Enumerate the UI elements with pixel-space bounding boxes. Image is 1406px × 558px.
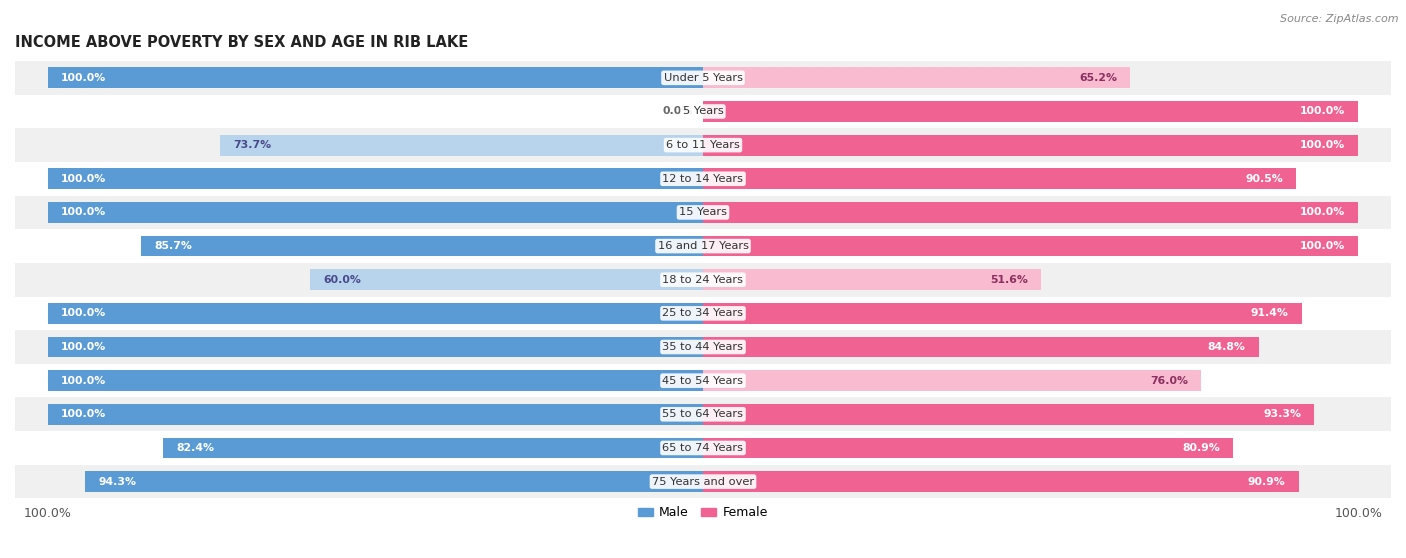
Bar [703,270,1040,290]
Bar [703,471,1299,492]
Text: 73.7%: 73.7% [233,140,271,150]
Bar [221,134,703,156]
Text: 75 Years and over: 75 Years and over [652,477,754,487]
Text: 90.5%: 90.5% [1246,174,1282,184]
Bar [15,296,1391,330]
Bar [163,437,703,458]
Text: 94.3%: 94.3% [98,477,136,487]
Bar [15,95,1391,128]
Bar [703,235,1358,257]
Bar [15,162,1391,196]
Text: 12 to 14 Years: 12 to 14 Years [662,174,744,184]
Text: 100.0%: 100.0% [60,376,105,386]
Text: 51.6%: 51.6% [990,275,1028,285]
Bar [703,303,1302,324]
Text: 91.4%: 91.4% [1251,309,1289,319]
Text: 76.0%: 76.0% [1150,376,1188,386]
Bar [86,471,703,492]
Bar [15,364,1391,397]
Bar [15,397,1391,431]
Text: 65 to 74 Years: 65 to 74 Years [662,443,744,453]
Text: 100.0%: 100.0% [60,208,105,218]
Text: 15 Years: 15 Years [679,208,727,218]
Bar [15,229,1391,263]
Bar [309,270,703,290]
Bar [48,68,703,88]
Text: Under 5 Years: Under 5 Years [664,73,742,83]
Bar [15,196,1391,229]
Text: 93.3%: 93.3% [1263,410,1301,419]
Bar [48,303,703,324]
Text: 25 to 34 Years: 25 to 34 Years [662,309,744,319]
Bar [48,202,703,223]
Text: 84.8%: 84.8% [1208,342,1246,352]
Text: INCOME ABOVE POVERTY BY SEX AND AGE IN RIB LAKE: INCOME ABOVE POVERTY BY SEX AND AGE IN R… [15,35,468,50]
Bar [703,134,1358,156]
Text: 55 to 64 Years: 55 to 64 Years [662,410,744,419]
Bar [703,404,1315,425]
Text: 100.0%: 100.0% [60,410,105,419]
Bar [703,68,1130,88]
Text: 100.0%: 100.0% [1301,208,1346,218]
Bar [15,263,1391,296]
Text: 60.0%: 60.0% [323,275,361,285]
Bar [703,437,1233,458]
Text: 0.0%: 0.0% [662,107,693,117]
Text: 100.0%: 100.0% [60,174,105,184]
Text: 6 to 11 Years: 6 to 11 Years [666,140,740,150]
Text: 90.9%: 90.9% [1247,477,1285,487]
Bar [15,61,1391,95]
Bar [703,169,1296,189]
Bar [703,336,1258,358]
Text: 85.7%: 85.7% [155,241,193,251]
Bar [48,336,703,358]
Text: 100.0%: 100.0% [1301,140,1346,150]
Text: 5 Years: 5 Years [683,107,723,117]
Text: 100.0%: 100.0% [60,309,105,319]
Bar [48,404,703,425]
Text: 100.0%: 100.0% [1301,241,1346,251]
Bar [15,431,1391,465]
Text: 100.0%: 100.0% [60,342,105,352]
Bar [15,128,1391,162]
Text: 80.9%: 80.9% [1182,443,1220,453]
Text: 35 to 44 Years: 35 to 44 Years [662,342,744,352]
Text: 18 to 24 Years: 18 to 24 Years [662,275,744,285]
Bar [48,370,703,391]
Text: 16 and 17 Years: 16 and 17 Years [658,241,748,251]
Text: 45 to 54 Years: 45 to 54 Years [662,376,744,386]
Text: 100.0%: 100.0% [60,73,105,83]
Text: 82.4%: 82.4% [176,443,214,453]
Legend: Male, Female: Male, Female [633,502,773,525]
Bar [142,235,703,257]
Bar [703,370,1201,391]
Bar [15,330,1391,364]
Bar [703,101,1358,122]
Text: 65.2%: 65.2% [1080,73,1118,83]
Bar [48,169,703,189]
Bar [15,465,1391,498]
Text: Source: ZipAtlas.com: Source: ZipAtlas.com [1281,14,1399,24]
Bar [703,202,1358,223]
Text: 100.0%: 100.0% [1301,107,1346,117]
